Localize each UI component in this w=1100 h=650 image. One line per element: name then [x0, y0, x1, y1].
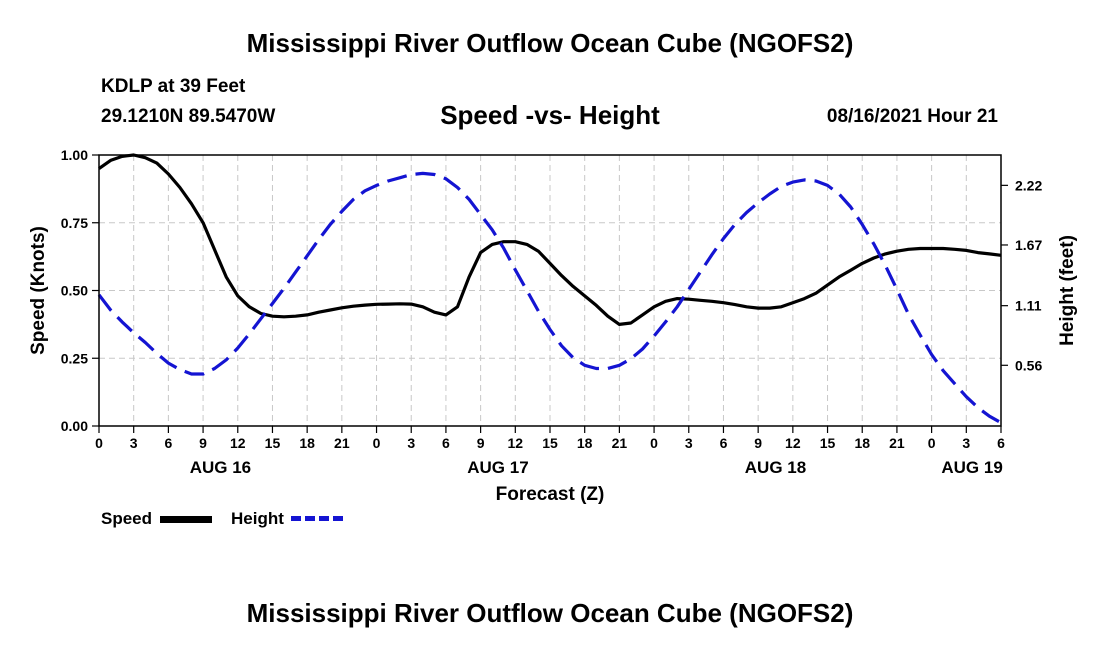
- x-tick-label: 3: [962, 435, 970, 451]
- x-tick-label: 12: [508, 435, 524, 451]
- speed-series-line: [98, 153, 1002, 326]
- x-tick-label: 15: [542, 435, 558, 451]
- x-tick-label: 6: [442, 435, 450, 451]
- x-tick-label: 18: [299, 435, 315, 451]
- x-tick-label: 21: [889, 435, 905, 451]
- grid: [99, 155, 1001, 426]
- y-left-tick-label: 0.25: [61, 350, 88, 366]
- x-tick-label: 12: [785, 435, 801, 451]
- x-tick-label: 3: [130, 435, 138, 451]
- coordinates-label: 29.1210N 89.5470W: [101, 106, 276, 127]
- axes: 0 3 6 9 12 15 18 21 0 3 6 9 12 15 18 21 0 3 6 9 12 15 18 21 0 3 6 A…: [28, 147, 1078, 505]
- x-tick-label: 15: [820, 435, 836, 451]
- chart-title-bottom: Mississippi River Outflow Ocean Cube (NG…: [246, 598, 854, 628]
- height-series-line: [97, 171, 1002, 425]
- series-layer: [97, 153, 1002, 425]
- x-tick-label: 0: [928, 435, 936, 451]
- y-left-axis-label: Speed (Knots): [28, 226, 49, 355]
- x-tick-label: 6: [720, 435, 728, 451]
- legend-height-label: Height: [231, 509, 284, 528]
- legend-height-swatch: [291, 516, 343, 521]
- y-right-tick-label: 0.56: [1015, 357, 1042, 373]
- x-tick-label: 15: [265, 435, 281, 451]
- x-tick-label: 21: [612, 435, 628, 451]
- legend-speed-label: Speed: [101, 509, 153, 528]
- x-axis-label: Forecast (Z): [496, 484, 605, 505]
- y-right-axis-label: Height (feet): [1057, 235, 1078, 346]
- y-right-tick-label: 2.22: [1015, 177, 1042, 193]
- x-tick-label: 0: [95, 435, 103, 451]
- x-tick-label: 9: [754, 435, 762, 451]
- x-date-label: AUG 19: [941, 458, 1002, 477]
- x-tick-label: 6: [164, 435, 172, 451]
- station-label: KDLP at 39 Feet: [101, 76, 246, 97]
- y-left-tick-label: 0.00: [61, 418, 88, 434]
- chart-title-top: Mississippi River Outflow Ocean Cube (NG…: [246, 28, 854, 58]
- y-left-tick-label: 0.75: [61, 215, 88, 231]
- y-left-tick-label: 1.00: [61, 147, 88, 163]
- x-tick-label: 3: [685, 435, 693, 451]
- x-tick-label: 21: [334, 435, 350, 451]
- y-left-tick-label: 0.50: [61, 283, 88, 299]
- y-right-tick-label: 1.67: [1015, 237, 1042, 253]
- x-tick-label: 18: [577, 435, 593, 451]
- x-tick-label: 18: [854, 435, 870, 451]
- x-date-label: AUG 16: [190, 458, 251, 477]
- x-tick-label: 0: [373, 435, 381, 451]
- y-right-tick-label: 1.11: [1015, 298, 1042, 314]
- x-tick-label: 12: [230, 435, 246, 451]
- x-tick-label: 3: [407, 435, 415, 451]
- x-tick-label: 9: [477, 435, 485, 451]
- x-tick-label: 9: [199, 435, 207, 451]
- timestamp-label: 08/16/2021 Hour 21: [826, 106, 998, 127]
- x-tick-label: 0: [650, 435, 658, 451]
- x-date-label: AUG 17: [467, 458, 528, 477]
- legend-speed-swatch: [160, 516, 212, 523]
- chart-subtitle: Speed -vs- Height: [440, 100, 660, 130]
- x-date-label: AUG 18: [745, 458, 806, 477]
- x-tick-label: 6: [997, 435, 1005, 451]
